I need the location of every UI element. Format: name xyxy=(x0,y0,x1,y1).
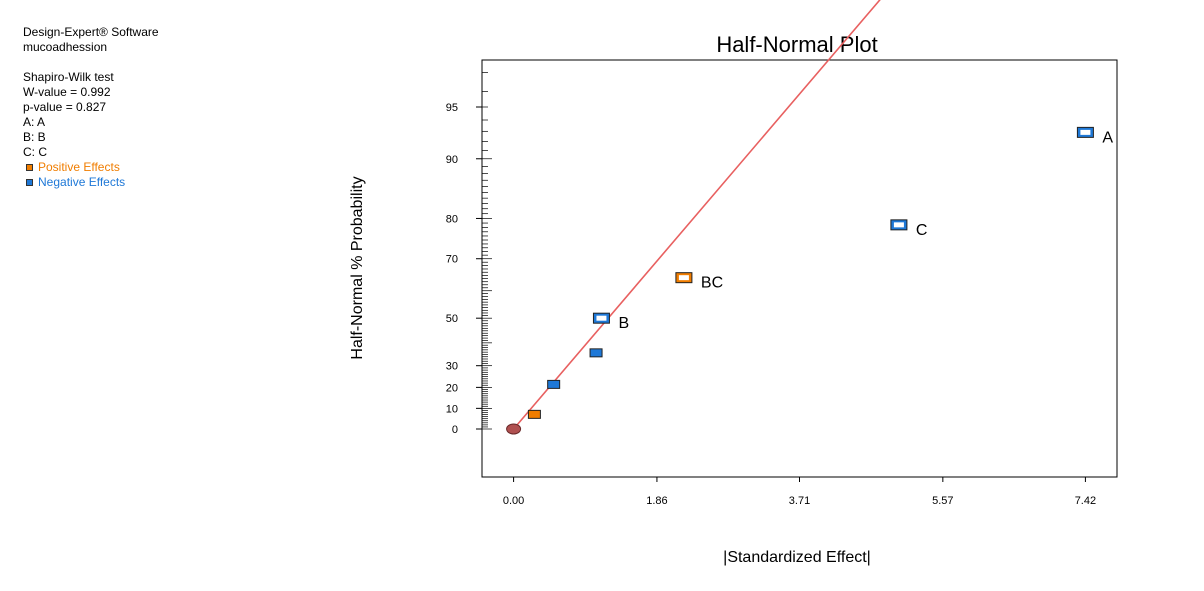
y-minor-ticks xyxy=(482,72,492,430)
fit-line xyxy=(512,0,881,430)
error-point xyxy=(506,423,522,435)
point-label: A xyxy=(1102,129,1113,146)
y-tick-label: 0 xyxy=(452,424,458,436)
x-tick-label: 1.86 xyxy=(646,495,667,507)
x-tick-label: 7.42 xyxy=(1075,495,1096,507)
y-tick-label: 10 xyxy=(446,403,458,415)
x-tick-label: 5.57 xyxy=(932,495,953,507)
y-tick-label: 30 xyxy=(446,361,458,373)
legend-positive: Positive Effects xyxy=(23,160,159,175)
effect-point-inner xyxy=(1080,129,1091,135)
factor-c: C: C xyxy=(23,145,47,159)
points: A C BC B xyxy=(506,126,1113,435)
y-axis: 0 10 20 30 50 70 80 90 95 xyxy=(446,102,482,436)
info-panel: Design-Expert® Software mucoadhession Sh… xyxy=(23,25,159,190)
y-tick-label: 80 xyxy=(446,213,458,225)
legend-negative-label: Negative Effects xyxy=(38,175,126,189)
chart-title: Half-Normal Plot xyxy=(716,32,877,57)
factor-b: B: B xyxy=(23,130,46,144)
y-tick-label: 90 xyxy=(446,154,458,166)
effect-point xyxy=(527,409,541,419)
software-name: Design-Expert® Software xyxy=(23,25,159,39)
legend-positive-label: Positive Effects xyxy=(38,160,120,174)
point-label: BC xyxy=(701,275,723,292)
plot-frame xyxy=(481,59,1118,478)
response-name: mucoadhession xyxy=(23,40,108,54)
y-tick-label: 95 xyxy=(446,102,458,114)
effect-point xyxy=(547,379,561,389)
effect-point xyxy=(589,348,603,358)
y-axis-label: Half-Normal % Probability xyxy=(349,176,366,359)
x-tick-label: 3.71 xyxy=(789,495,810,507)
x-axis-label: |Standardized Effect| xyxy=(723,549,871,566)
effect-point-inner xyxy=(678,275,689,281)
y-tick-label: 50 xyxy=(446,313,458,325)
point-label: C xyxy=(916,222,928,239)
legend-negative: Negative Effects xyxy=(23,175,159,190)
effect-point-inner xyxy=(893,222,904,228)
y-tick-label: 20 xyxy=(446,382,458,394)
factor-a: A: A xyxy=(23,115,46,129)
y-tick-label: 70 xyxy=(446,254,458,266)
point-label: B xyxy=(618,315,629,332)
p-value: p-value = 0.827 xyxy=(23,100,107,114)
x-axis: 0.00 1.86 3.71 5.57 7.42 xyxy=(503,477,1096,507)
w-value: W-value = 0.992 xyxy=(23,85,111,99)
effect-point-inner xyxy=(596,315,607,321)
negative-swatch-icon xyxy=(26,179,33,186)
x-tick-label: 0.00 xyxy=(503,495,524,507)
test-title: Shapiro-Wilk test xyxy=(23,70,114,84)
positive-swatch-icon xyxy=(26,164,33,171)
